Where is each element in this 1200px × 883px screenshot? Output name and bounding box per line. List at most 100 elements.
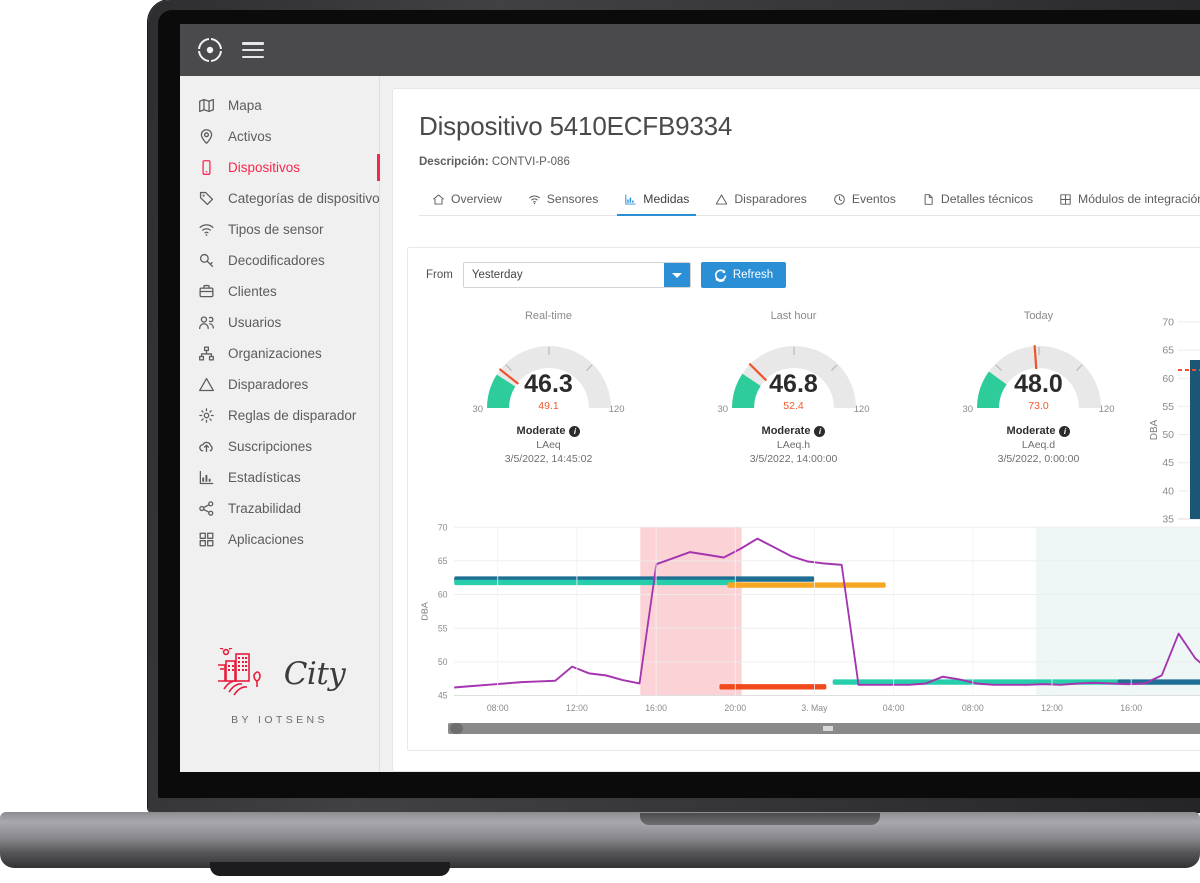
sidebar-item-label: Estadísticas — [228, 470, 301, 485]
chart-scrollbar-grip[interactable] — [823, 726, 834, 731]
sidebar-item-categor-as-de-dispositivos[interactable]: Categorías de dispositivos — [180, 183, 386, 214]
document-icon — [924, 193, 933, 205]
chart-scrollbar[interactable] — [448, 723, 1200, 734]
grid-icon — [1060, 193, 1071, 205]
gauge-arc — [731, 346, 856, 408]
sidebar-item-label: Decodificadores — [228, 253, 325, 268]
threshold-band-1 — [454, 579, 736, 586]
laptop-screen: Mapa Activos Dispositivos Categorías de dis… — [180, 24, 1200, 772]
tab-bar: Overview Sensores Medidas Disparadores Event… — [419, 186, 1200, 216]
gauge-status-label: Moderate — [761, 425, 811, 437]
sidebar-item-label: Disparadores — [228, 377, 309, 392]
tab-label: Detalles técnicos — [940, 192, 1034, 206]
laptop-base-notch — [640, 813, 880, 825]
grid-apps-icon — [199, 532, 214, 547]
line-xtick: 20:00 — [724, 703, 746, 713]
device-card: Dispositivo 5410ECFB9334 Descripción: CO… — [392, 88, 1200, 772]
gauge-arc — [976, 345, 1101, 408]
refresh-label: Refresh — [732, 269, 774, 281]
sidebar-item-label: Usuarios — [228, 315, 282, 330]
range-select[interactable]: Yesterday — [462, 262, 691, 288]
bar-ytick: 60 — [1162, 373, 1174, 385]
gear-icon — [199, 408, 214, 423]
tab-detalles-t-cnicos[interactable]: Detalles técnicos — [909, 186, 1046, 215]
warning-icon — [716, 193, 728, 205]
sidebar-item-label: Categorías de dispositivos — [228, 191, 387, 206]
sidebar-item-usuarios[interactable]: Usuarios — [180, 307, 379, 338]
line-ytick: 65 — [438, 556, 448, 566]
sidebar-item-label: Dispositivos — [228, 160, 301, 175]
sidebar-item-label: Trazabilidad — [228, 501, 302, 516]
line-xtick: 08:00 — [487, 703, 509, 713]
clock-icon — [834, 193, 845, 205]
info-icon[interactable]: i — [1059, 425, 1071, 437]
sidebar-item-aplicaciones[interactable]: Aplicaciones — [180, 524, 379, 555]
gauge-max: 120 — [608, 404, 625, 415]
sidebar-item-label: Suscripciones — [228, 439, 313, 454]
menu-icon[interactable] — [242, 42, 264, 58]
sidebar-item-label: Mapa — [228, 98, 262, 113]
sidebar-item-clientes[interactable]: Clientes — [180, 276, 379, 307]
line-chart: 45 50 55 60 65 70 DBA 08:00 12:00 16:00 20:00 3. Ma… — [416, 520, 1200, 750]
bar-chart-ylabel: DBA — [1149, 419, 1160, 440]
sidebar-item-decodificadores[interactable]: Decodificadores — [180, 245, 379, 276]
bar-ytick: 65 — [1162, 345, 1174, 357]
gauge-timestamp: 3/5/2022, 14:00:00 — [749, 453, 838, 465]
bar-ytick: 50 — [1162, 429, 1174, 441]
bar-ytick: 70 — [1162, 317, 1174, 329]
line-ytick: 50 — [438, 657, 448, 667]
gauge-sensor: LAeq.h — [776, 439, 811, 451]
gauge-timestamp: 3/5/2022, 14:45:02 — [504, 453, 593, 465]
sidebar-item-suscripciones[interactable]: Suscripciones — [180, 431, 379, 462]
gauge-card-today: Today 48.0 73.0 30 120 Moderate i LAeq.d… — [916, 310, 1161, 465]
sidebar-item-tipos-de-sensor[interactable]: Tipos de sensor — [180, 214, 379, 245]
tab-m-dulos-de-integraci-n[interactable]: Módulos de integración — [1046, 186, 1200, 215]
target-logo-icon[interactable] — [196, 36, 224, 64]
sidebar-item-mapa[interactable]: Mapa — [180, 90, 379, 121]
sidebar-item-reglas-de-disparador[interactable]: Reglas de disparador — [180, 400, 379, 431]
sidebar-nav: Mapa Activos Dispositivos Categorías de dis… — [180, 76, 386, 648]
series-laeq — [454, 537, 1200, 689]
app-topbar — [180, 24, 1200, 76]
line-xtick: 12:00 — [566, 703, 588, 713]
range-select-value[interactable]: Yesterday — [471, 269, 523, 281]
line-ytick: 70 — [438, 522, 448, 532]
info-icon[interactable]: i — [569, 425, 581, 437]
measurements-panel: From Yesterday — [407, 247, 1200, 751]
tab-label: Overview — [451, 192, 502, 206]
chart-scrollbar-handle[interactable] — [450, 723, 463, 734]
sidebar-item-dispositivos[interactable]: Dispositivos — [180, 152, 380, 183]
gauge-title: Today — [1023, 310, 1054, 322]
tab-overview[interactable]: Overview — [419, 186, 515, 215]
device-description: Descripción: CONTVI-P-086 — [419, 156, 1200, 168]
sidebar-item-trazabilidad[interactable]: Trazabilidad — [180, 493, 379, 524]
bar-ytick: 40 — [1162, 485, 1174, 497]
chevron-down-icon[interactable] — [663, 263, 690, 287]
brand-name: City — [283, 656, 346, 692]
sidebar-item-activos[interactable]: Activos — [180, 121, 379, 152]
line-xtick: 16:00 — [1120, 703, 1142, 713]
sidebar-item-organizaciones[interactable]: Organizaciones — [180, 338, 379, 369]
sidebar-item-estad-sticas[interactable]: Estadísticas — [180, 462, 379, 493]
tab-medidas[interactable]: Medidas — [611, 186, 702, 216]
org-tree-icon — [199, 346, 214, 361]
line-ytick: 55 — [438, 623, 448, 633]
tab-label: Medidas — [643, 192, 690, 206]
card-header: Dispositivo 5410ECFB9334 Descripción: CO… — [393, 89, 1200, 216]
gauge-status-label: Moderate — [1006, 425, 1056, 437]
refresh-button[interactable]: Refresh — [700, 262, 787, 288]
laptop-bezel: Mapa Activos Dispositivos Categorías de dis… — [158, 10, 1200, 798]
tab-eventos[interactable]: Eventos — [820, 186, 909, 215]
sidebar: Mapa Activos Dispositivos Categorías de dis… — [180, 76, 386, 772]
tab-sensores[interactable]: Sensores — [515, 186, 612, 215]
cloud-upload-icon — [199, 441, 213, 453]
info-icon[interactable]: i — [814, 425, 826, 437]
gauge-sensor: LAeq.d — [1021, 439, 1056, 451]
main-content: Dispositivo 5410ECFB9334 Descripción: CO… — [380, 76, 1200, 772]
laptop-foot — [210, 862, 450, 876]
chart-scrollbar-thumb[interactable] — [448, 723, 1200, 734]
bar-ytick: 45 — [1162, 457, 1174, 469]
sidebar-item-disparadores[interactable]: Disparadores — [180, 369, 379, 400]
tab-label: Sensores — [546, 192, 599, 206]
tab-disparadores[interactable]: Disparadores — [702, 186, 819, 215]
